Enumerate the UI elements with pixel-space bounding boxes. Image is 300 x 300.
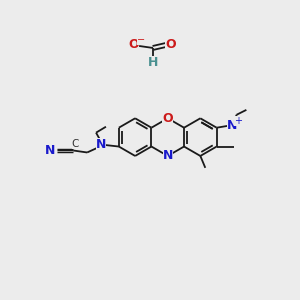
Text: O: O <box>166 38 176 52</box>
Text: +: + <box>234 116 242 126</box>
Text: N: N <box>45 144 56 157</box>
Text: N: N <box>163 149 173 162</box>
Text: N: N <box>96 138 106 151</box>
Text: −: − <box>137 35 145 45</box>
Text: C: C <box>72 139 79 148</box>
Text: N: N <box>227 119 238 132</box>
Text: O: O <box>162 112 173 125</box>
Text: O: O <box>129 38 140 52</box>
Text: H: H <box>148 56 158 69</box>
